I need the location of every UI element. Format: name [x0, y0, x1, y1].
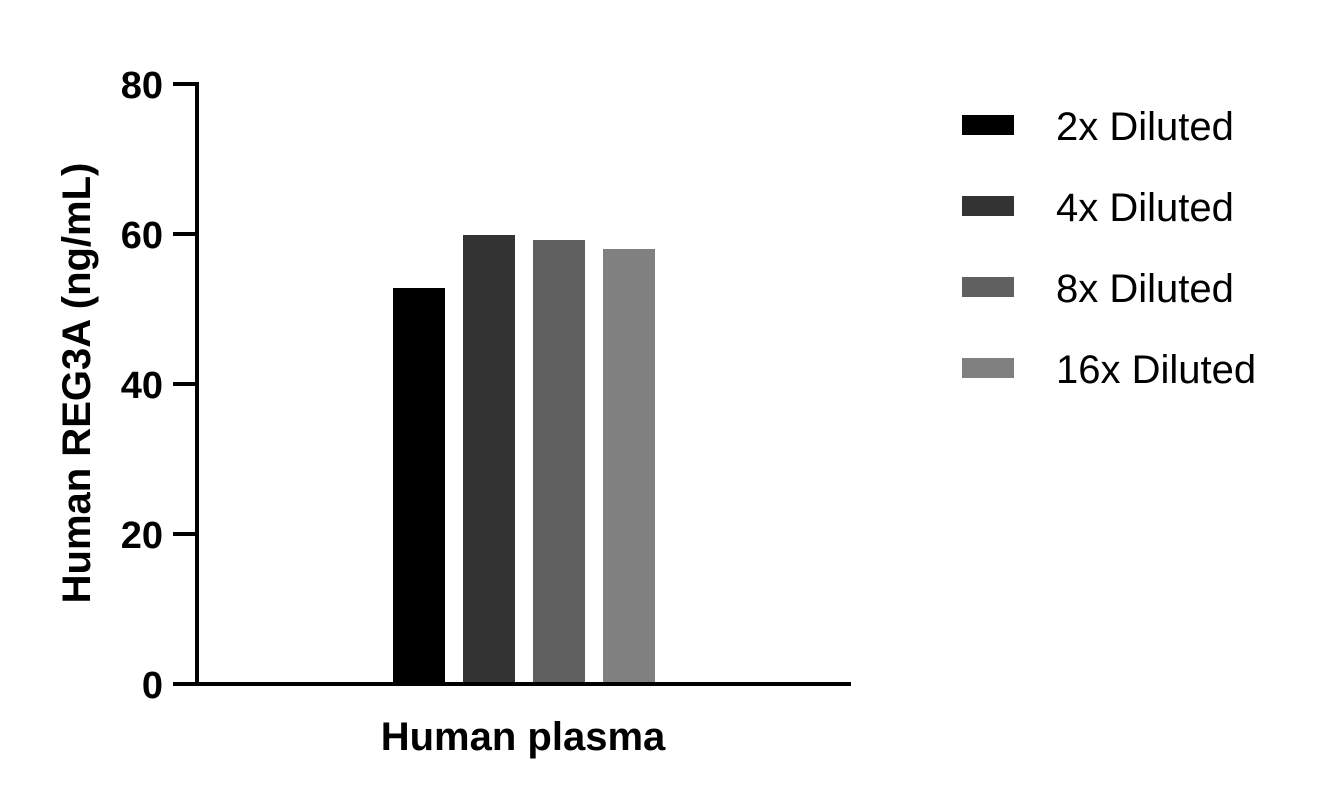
- legend-item: 2x Diluted: [962, 105, 1234, 149]
- y-ticks: [173, 82, 197, 686]
- bar-4x-diluted: [463, 235, 515, 684]
- legend-label: 16x Diluted: [1056, 348, 1256, 392]
- y-tick-label: 20: [121, 515, 163, 557]
- legend-label: 8x Diluted: [1056, 267, 1234, 311]
- legend: 2x Diluted 4x Diluted 8x Diluted 16x Dil…: [962, 105, 1256, 392]
- legend-swatch: [962, 196, 1014, 216]
- legend-swatch: [962, 115, 1014, 135]
- bar-2x-diluted: [393, 288, 445, 684]
- legend-item: 8x Diluted: [962, 267, 1234, 311]
- x-axis-title: Human plasma: [381, 715, 666, 759]
- y-tick-label: 40: [121, 365, 163, 407]
- legend-label: 4x Diluted: [1056, 186, 1234, 230]
- y-tick-label: 80: [121, 65, 163, 107]
- legend-item: 16x Diluted: [962, 348, 1256, 392]
- legend-swatch: [962, 277, 1014, 297]
- bar-8x-diluted: [533, 240, 585, 684]
- y-axis-title: Human REG3A (ng/mL): [55, 163, 99, 604]
- bars: [393, 235, 655, 684]
- bar-16x-diluted: [603, 249, 655, 684]
- y-tick-label: 0: [142, 665, 163, 707]
- y-tick-labels: 0 20 40 60 80: [121, 65, 163, 707]
- legend-item: 4x Diluted: [962, 186, 1234, 230]
- legend-swatch: [962, 358, 1014, 378]
- y-tick-label: 60: [121, 215, 163, 257]
- legend-label: 2x Diluted: [1056, 105, 1234, 149]
